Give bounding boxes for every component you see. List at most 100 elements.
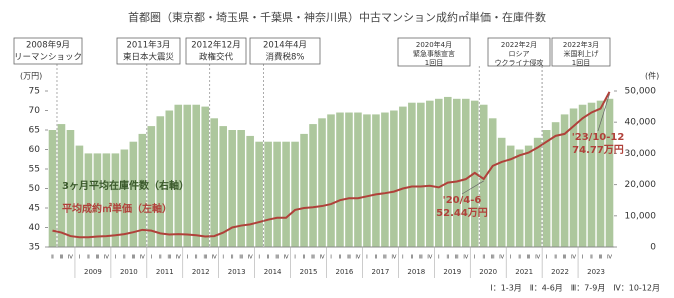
x-tick-label: Ⅰ xyxy=(258,255,260,261)
bar xyxy=(300,133,308,247)
bar xyxy=(533,137,542,247)
event-text: 2008年9月 xyxy=(26,40,70,51)
bar xyxy=(282,141,290,247)
x-tick-label: Ⅱ xyxy=(303,255,306,261)
event-text: ロシア xyxy=(509,50,530,58)
x-tick-label: Ⅲ xyxy=(311,255,315,261)
year-label: 2015 xyxy=(300,268,318,276)
x-tick-label: Ⅳ xyxy=(571,255,577,261)
chart-title: 首都圏（東京都・埼玉県・千葉県・神奈川県）中古マンション成約㎡単価・在庫件数 xyxy=(128,10,546,24)
x-tick-label: Ⅱ xyxy=(339,255,342,261)
bar xyxy=(138,133,147,247)
bar xyxy=(426,100,434,247)
x-tick-label: Ⅳ xyxy=(391,255,397,261)
event-text: 米国利上げ xyxy=(564,49,599,58)
x-tick-label: Ⅲ xyxy=(167,255,171,261)
x-tick-label: Ⅱ xyxy=(446,255,449,261)
bar xyxy=(381,112,389,247)
x-tick-label: Ⅳ xyxy=(463,255,469,261)
year-label: 2012 xyxy=(192,268,210,276)
bar xyxy=(237,130,245,247)
bar xyxy=(515,149,524,247)
legend-bars: 3ヶ月平均在庫件数（右軸） xyxy=(62,179,189,192)
x-tick-label: Ⅰ xyxy=(474,255,476,261)
y-tick-label: 40 xyxy=(29,223,41,233)
bar xyxy=(183,104,192,247)
bar xyxy=(587,102,596,247)
x-tick-label: Ⅱ xyxy=(518,255,521,261)
event-text: 2020年4月 xyxy=(416,40,452,49)
x-tick-label: Ⅲ xyxy=(455,255,459,261)
x-tick-label: Ⅳ xyxy=(248,255,254,261)
footnote: Ⅰ：1-3月 Ⅱ：4-6月 Ⅲ：7-9月 Ⅳ：10-12月 xyxy=(490,284,660,293)
event-box xyxy=(249,37,321,65)
x-tick-label: Ⅲ xyxy=(275,255,279,261)
x-tick-label: Ⅳ xyxy=(535,255,541,261)
year-label: 2014 xyxy=(264,268,282,276)
year-label: 2019 xyxy=(443,268,461,276)
annotation: 74.77万円 xyxy=(572,144,624,156)
x-tick-label: Ⅱ xyxy=(123,255,126,261)
bar xyxy=(210,118,218,247)
y-axis-label: (万円) xyxy=(20,72,42,81)
annotation-leader xyxy=(461,180,484,195)
x-tick-label: Ⅱ xyxy=(159,255,162,261)
bar xyxy=(596,100,605,247)
event-box xyxy=(185,37,247,65)
x-tick-label: Ⅲ xyxy=(239,255,243,261)
annotation: 52.44万円 xyxy=(436,207,488,219)
year-label: 2011 xyxy=(156,268,174,276)
bar xyxy=(363,114,371,248)
bar xyxy=(524,145,533,247)
x-tick-label: Ⅲ xyxy=(599,255,603,261)
bar xyxy=(605,98,614,247)
bar xyxy=(399,106,407,247)
x-tick-label: Ⅰ xyxy=(330,255,332,261)
x-tick-label: Ⅲ xyxy=(60,255,64,261)
x-tick-label: Ⅰ xyxy=(115,255,117,261)
y-tick-label: 60 xyxy=(29,145,41,155)
year-label: 2021 xyxy=(515,268,533,276)
bar xyxy=(246,135,254,247)
bar xyxy=(84,153,93,247)
y-tick-label: 55 xyxy=(29,165,40,175)
bar xyxy=(75,145,84,247)
bar xyxy=(569,108,578,247)
bar xyxy=(452,98,461,247)
x-tick-label: Ⅳ xyxy=(68,255,74,261)
bar xyxy=(560,114,569,248)
x-tick-label: Ⅰ xyxy=(294,255,296,261)
bar xyxy=(318,118,326,247)
x-tick-label: Ⅲ xyxy=(491,255,495,261)
bar xyxy=(93,153,102,247)
x-tick-label: Ⅱ xyxy=(410,255,413,261)
event-text: 2022年3月 xyxy=(563,40,599,49)
event-text: 1回目 xyxy=(425,59,443,67)
event-box xyxy=(116,37,181,65)
bar xyxy=(578,104,587,247)
x-tick-label: Ⅱ xyxy=(87,255,90,261)
bar xyxy=(417,102,425,247)
y-tick-label: 45 xyxy=(29,204,40,214)
year-label: 2018 xyxy=(407,268,425,276)
bar xyxy=(444,96,452,247)
bar xyxy=(372,114,380,248)
bar xyxy=(111,153,120,247)
x-tick-label: Ⅳ xyxy=(176,255,182,261)
bar xyxy=(66,130,75,247)
y2-axis-label: (件) xyxy=(645,71,659,81)
x-tick-label: Ⅱ xyxy=(590,255,593,261)
bar xyxy=(497,137,506,247)
year-label: 2013 xyxy=(228,268,246,276)
bar xyxy=(479,104,488,247)
x-tick-label: Ⅱ xyxy=(51,255,54,261)
x-tick-label: Ⅱ xyxy=(267,255,270,261)
year-label: 2009 xyxy=(84,268,102,276)
bar xyxy=(219,126,227,247)
annotation: '20/4-6 xyxy=(443,195,482,206)
x-tick-label: Ⅳ xyxy=(355,255,361,261)
y-tick-label: 35 xyxy=(29,243,40,253)
bar xyxy=(336,112,344,247)
